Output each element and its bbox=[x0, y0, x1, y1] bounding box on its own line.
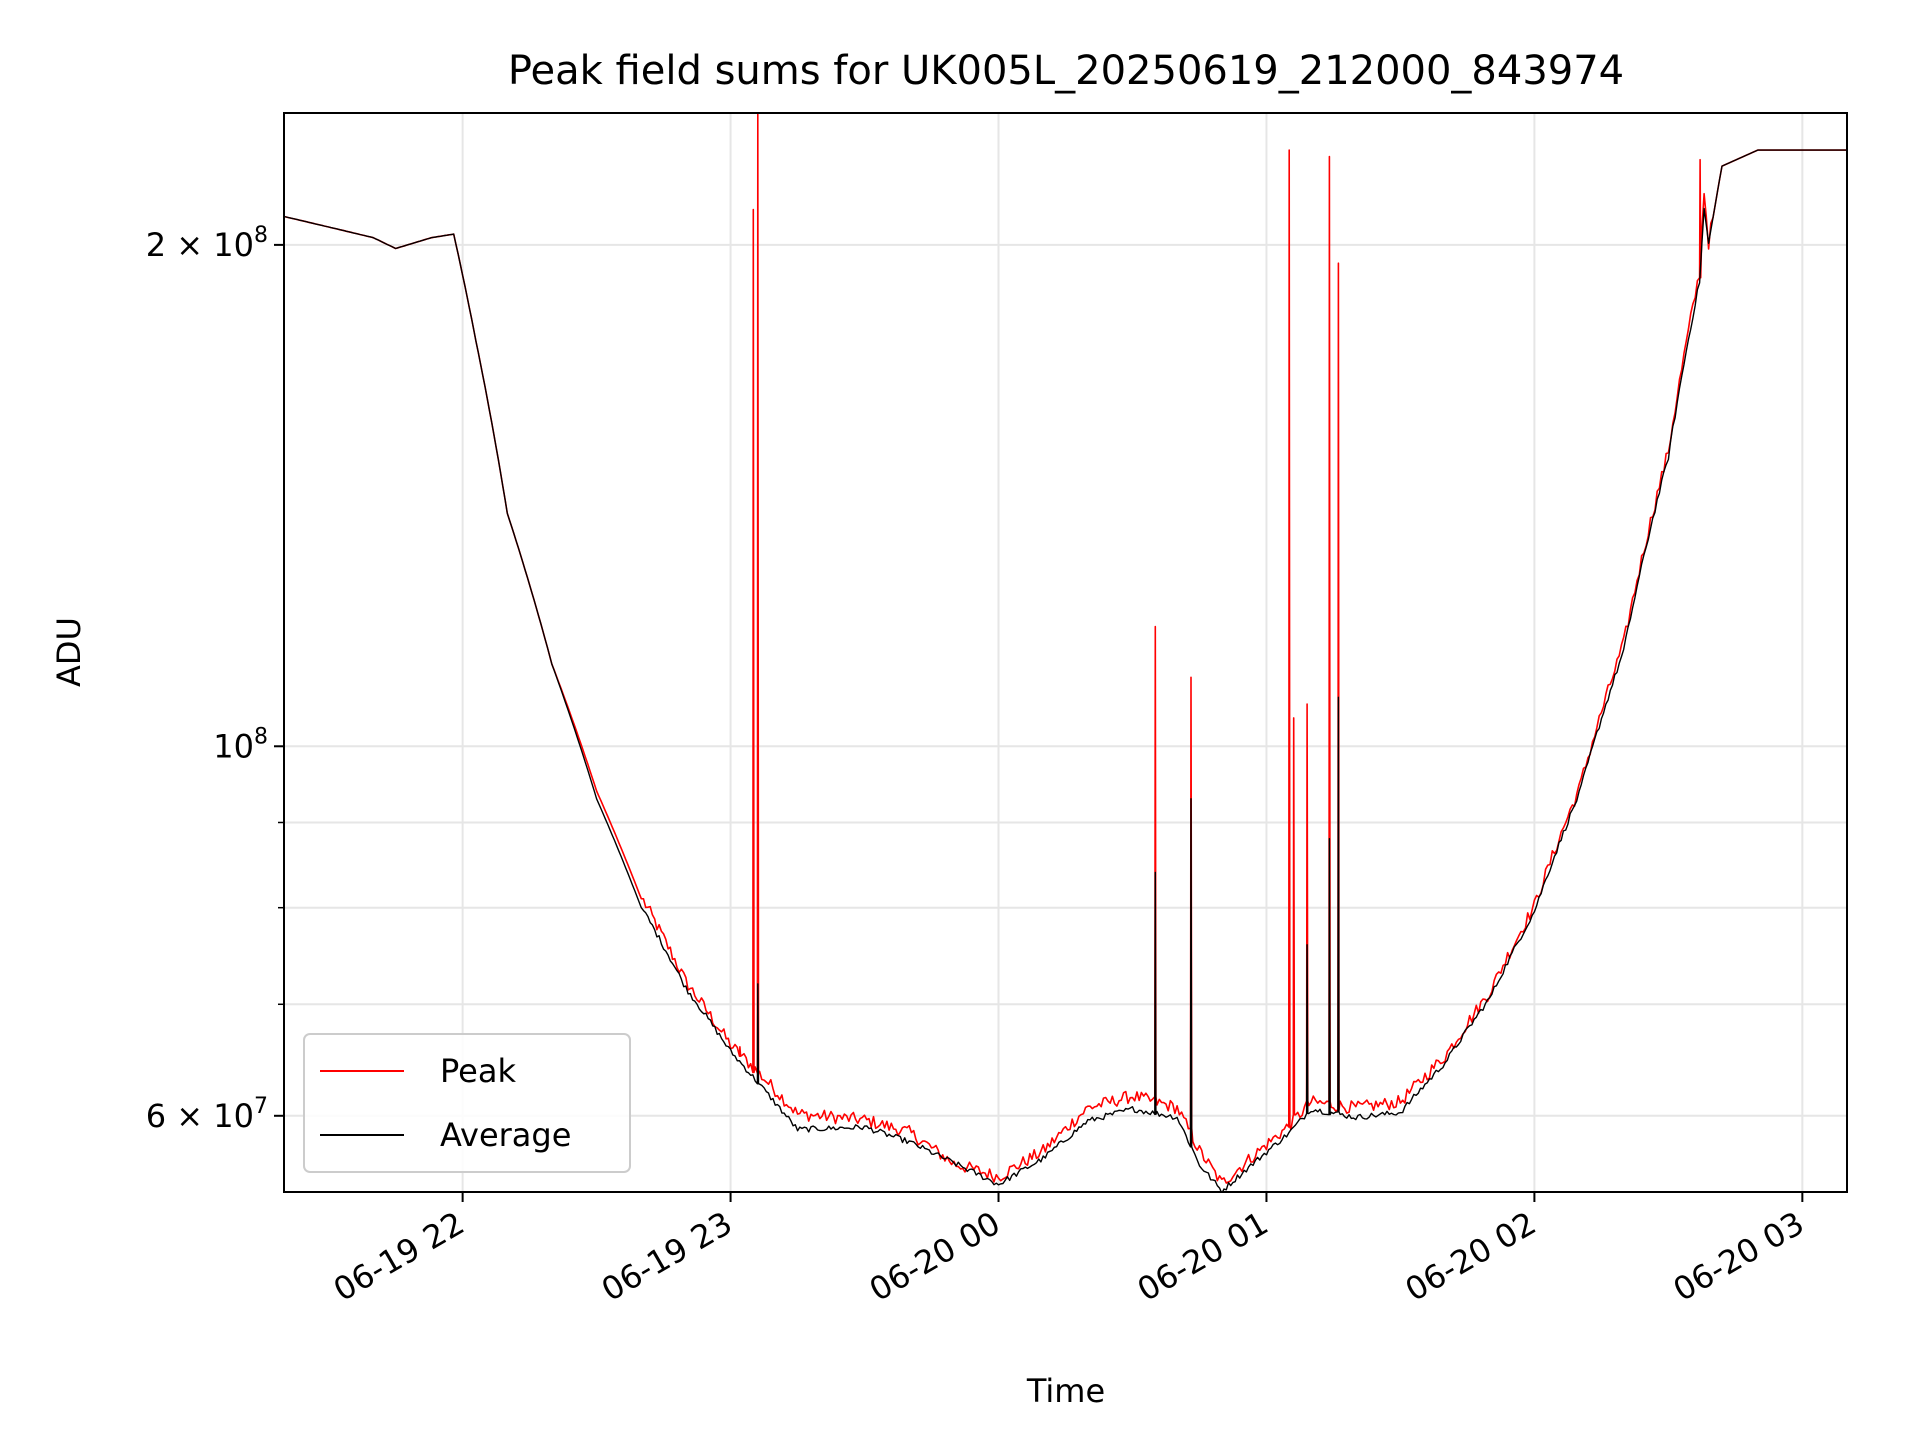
legend-label-average: Average bbox=[440, 1116, 571, 1154]
y-tick-exponent: 8 bbox=[254, 724, 268, 749]
y-tick-times: × 10 bbox=[166, 1097, 254, 1135]
y-tick-exponent: 8 bbox=[254, 223, 268, 248]
y-tick-base: 10 bbox=[213, 727, 254, 765]
grid bbox=[284, 113, 1847, 1192]
y-tick-mantissa: 2 bbox=[146, 226, 166, 264]
legend-label-peak: Peak bbox=[440, 1052, 516, 1090]
series-line-average bbox=[284, 149, 1847, 1192]
plot-frame bbox=[283, 112, 1848, 1193]
y-tick-mantissa: 6 bbox=[146, 1097, 166, 1135]
y-tick-exponent: 7 bbox=[254, 1094, 268, 1119]
y-tick-times: × 10 bbox=[166, 226, 254, 264]
y-axis-label: ADU bbox=[50, 617, 88, 687]
x-axis-label: Time bbox=[1026, 1372, 1105, 1410]
chart-title: Peak field sums for UK005L_20250619_2120… bbox=[508, 48, 1624, 94]
legend: Peak Average bbox=[303, 1033, 631, 1173]
y-tick-label: 108 bbox=[213, 724, 268, 765]
legend-box bbox=[303, 1033, 631, 1173]
y-tick-label: 6 × 107 bbox=[146, 1094, 268, 1135]
plot-lines bbox=[284, 113, 1847, 1192]
y-tick-label: 2 × 108 bbox=[146, 223, 268, 264]
